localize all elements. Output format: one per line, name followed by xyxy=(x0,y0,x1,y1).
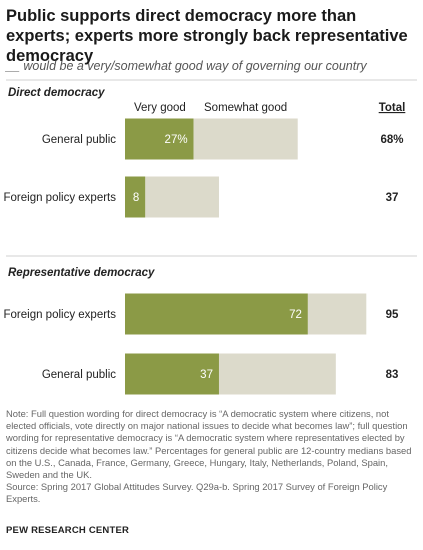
bar-somewhat-good xyxy=(145,176,219,218)
bar-somewhat-good xyxy=(218,353,336,395)
very-good-value-label: 27% xyxy=(165,134,188,146)
row-label: General public xyxy=(42,369,116,381)
legend-very-good: Very good xyxy=(134,102,186,114)
footnote: Note: Full question wording for direct d… xyxy=(6,408,412,481)
row-label: Foreign policy experts xyxy=(4,192,117,204)
chart-subtitle: __ would be a very/somewhat good way of … xyxy=(6,59,367,73)
panel-title: Direct democracy xyxy=(8,87,105,99)
stacked-bar-chart: Very good Somewhat good Total Direct democr… xyxy=(4,79,417,395)
footer-brand: PEW RESEARCH CENTER xyxy=(6,525,130,536)
note-text: Note: Full question wording for direct d… xyxy=(6,408,418,506)
bar-very-good xyxy=(125,176,146,218)
very-good-value-label: 8 xyxy=(133,192,139,204)
chart-title: Public supports direct democracy more th… xyxy=(6,7,408,65)
total-value-label: 37 xyxy=(386,192,399,204)
total-value-label: 83 xyxy=(386,369,399,381)
very-good-value-label: 37 xyxy=(200,369,213,381)
legend-total: Total xyxy=(379,102,406,114)
legend-somewhat-good: Somewhat good xyxy=(204,102,287,114)
row-label: General public xyxy=(42,134,116,146)
very-good-value-label: 72 xyxy=(289,309,302,321)
bar-somewhat-good xyxy=(307,293,367,335)
bar-very-good xyxy=(125,118,194,160)
total-value-label: 95 xyxy=(386,309,399,321)
bar-very-good xyxy=(125,293,308,335)
row-label: Foreign policy experts xyxy=(4,309,117,321)
bar-somewhat-good xyxy=(193,118,298,160)
bar-very-good xyxy=(125,353,219,395)
panel-title: Representative democracy xyxy=(8,267,155,279)
source-text: Source: Spring 2017 Global Attitudes Sur… xyxy=(6,481,388,505)
total-value-label: 68% xyxy=(380,134,403,146)
